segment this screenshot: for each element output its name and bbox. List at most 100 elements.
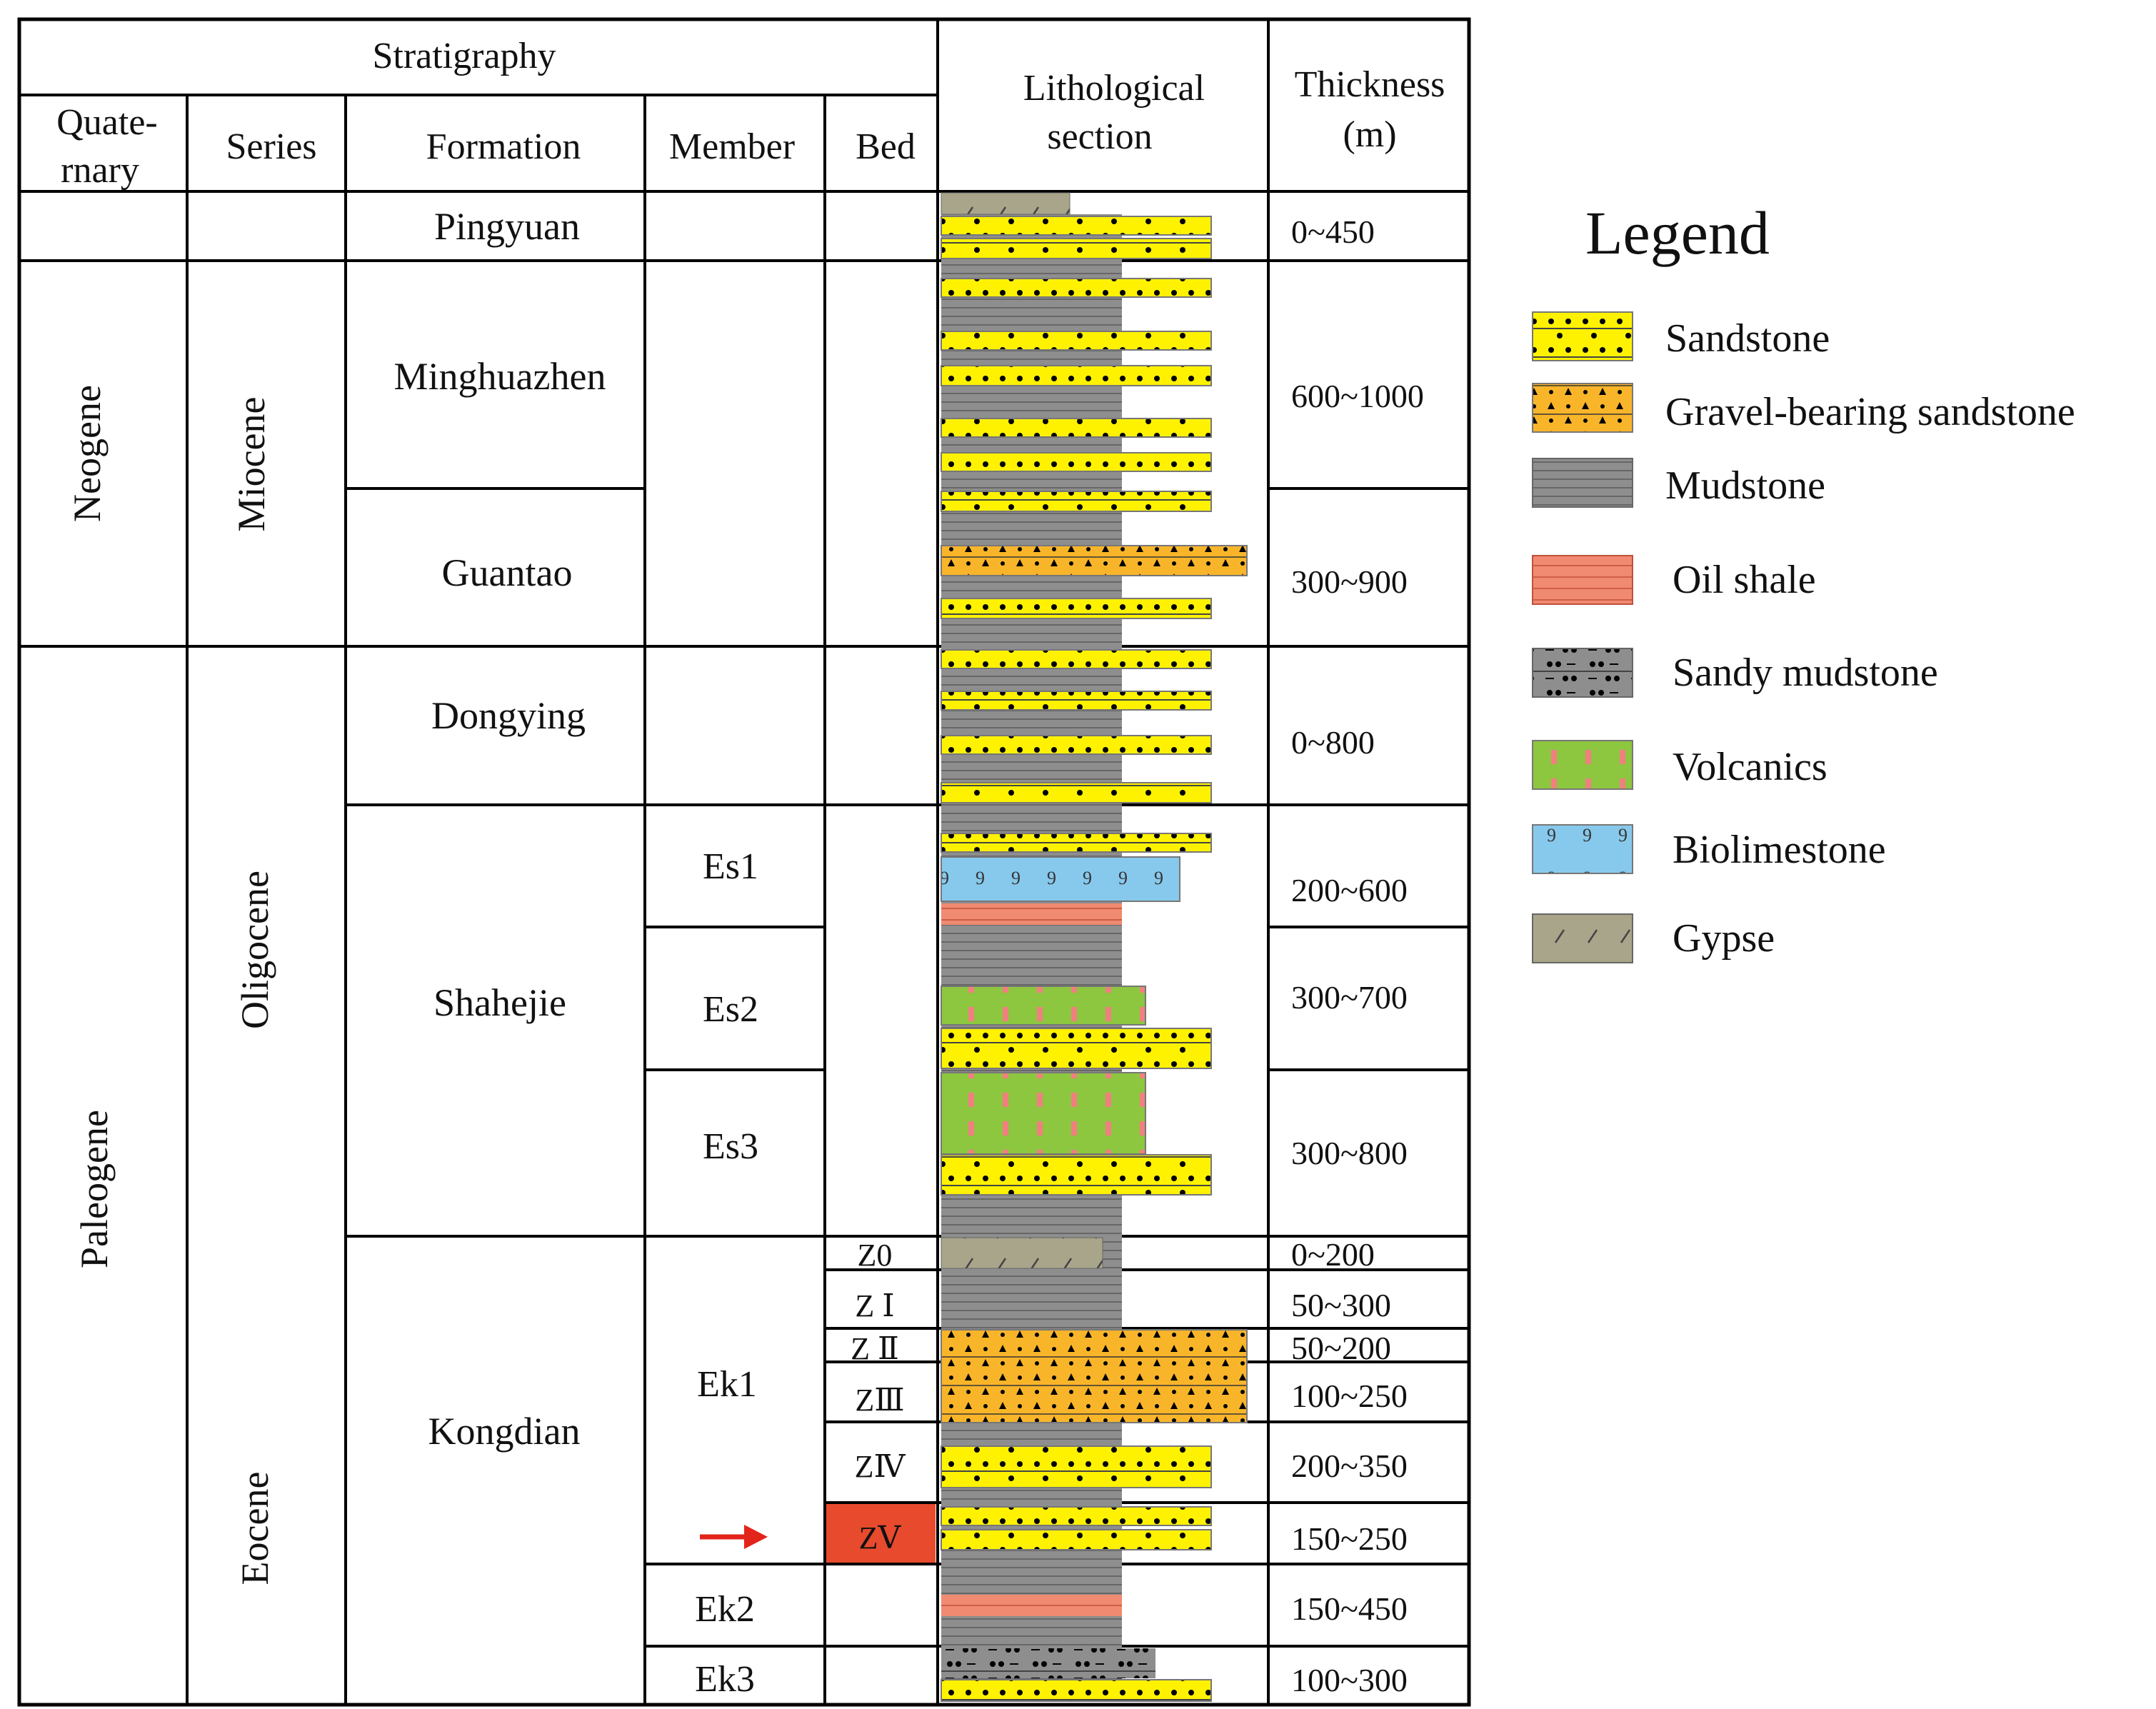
bed-z5: ZⅤ: [859, 1520, 902, 1555]
member-es1: Es1: [703, 846, 758, 887]
layer-sandstone: [941, 1028, 1212, 1069]
lithological-column: [941, 192, 1248, 1702]
thickness-guantao: 300~900: [1291, 563, 1408, 600]
header-quaternary-1: Quate-: [56, 102, 157, 143]
layer-sandstone: [941, 418, 1212, 438]
legend-title: Legend: [1585, 199, 1770, 267]
layer-gypse: [941, 1237, 1103, 1269]
header-series: Series: [226, 126, 316, 167]
legend-label-mudstone: Mudstone: [1665, 463, 1825, 508]
header-bed: Bed: [856, 126, 916, 167]
layer-biolimestone: [941, 856, 1180, 902]
thickness-dongying: 0~800: [1291, 724, 1375, 761]
table-grid: [17, 17, 1471, 1707]
series-miocene: Miocene: [230, 397, 273, 532]
layer-volcanics: [941, 986, 1146, 1026]
thickness-pingyuan: 0~450: [1291, 214, 1375, 250]
legend-swatch-biolimestone: [1532, 824, 1633, 874]
bed-z2: Z Ⅱ: [851, 1331, 899, 1366]
thickness-minghuazhen: 600~1000: [1291, 378, 1424, 414]
formation-pingyuan: Pingyuan: [434, 205, 580, 248]
layer-sandstone: [941, 278, 1212, 298]
layer-sandstone: [941, 1506, 1212, 1526]
header-litho-1: Lithological: [1023, 68, 1205, 109]
legend-swatch-gravel: [1532, 383, 1633, 433]
layer-sandstone: [941, 1529, 1212, 1550]
thickness-es1: 200~600: [1291, 872, 1408, 908]
layer-oil-shale: [941, 1595, 1122, 1616]
header-litho-2: section: [1047, 116, 1152, 157]
formation-guantao: Guantao: [442, 551, 573, 594]
thickness-es2: 300~700: [1291, 979, 1408, 1016]
layer-sandy-mudstone: [941, 1648, 1155, 1678]
layer-sandstone: [941, 598, 1212, 619]
thickness-z4: 200~350: [1291, 1448, 1408, 1484]
layer-gypse-top: [941, 192, 1071, 215]
layer-sandstone: [941, 735, 1212, 755]
legend-label-gravel: Gravel-bearing sandstone: [1665, 390, 2075, 434]
highlighted-bed-z5: [826, 1503, 936, 1563]
layer-sandstone: [941, 365, 1212, 386]
legend-label-oil-shale: Oil shale: [1673, 558, 1816, 602]
legend-swatch-sandstone: [1532, 311, 1633, 361]
legend-label-gypse: Gypse: [1673, 916, 1775, 961]
legend-swatch-sandy-mudstone: [1532, 648, 1633, 698]
legend: Legend Sandstone Gravel-bearing sandston…: [1532, 199, 2075, 963]
layer-gravel-sandstone: [941, 1329, 1248, 1423]
thickness-z3: 100~250: [1291, 1378, 1408, 1414]
thickness-ek2: 150~450: [1291, 1590, 1408, 1627]
bed-z4: ZⅣ: [855, 1449, 906, 1484]
layer-sandstone: [941, 1679, 1212, 1702]
header-member: Member: [669, 126, 795, 167]
layer-oil-shale: [941, 903, 1122, 925]
layer-sandstone: [941, 1445, 1212, 1488]
layer-sandstone: [941, 331, 1212, 351]
thickness-z5: 150~250: [1291, 1520, 1408, 1557]
legend-label-volcanics: Volcanics: [1673, 745, 1827, 789]
formation-kongdian: Kongdian: [428, 1410, 581, 1453]
member-ek1: Ek1: [697, 1364, 757, 1405]
header-quaternary-2: rnary: [61, 150, 139, 191]
layer-volcanics: [941, 1072, 1146, 1155]
member-es3: Es3: [703, 1126, 758, 1167]
thickness-z0: 0~200: [1291, 1236, 1375, 1273]
layer-sandstone: [941, 216, 1212, 236]
formation-shahejie: Shahejie: [433, 981, 566, 1024]
layer-sandstone: [941, 782, 1212, 803]
layer-sandstone: [941, 238, 1212, 259]
layer-sandstone: [941, 649, 1212, 669]
layer-sandstone: [941, 833, 1212, 853]
member-ek3: Ek3: [695, 1659, 755, 1700]
formation-dongying: Dongying: [431, 694, 586, 737]
series-oligocene: Oligocene: [234, 871, 276, 1029]
right-arrow-icon: [700, 1525, 768, 1549]
bed-z0: Z0: [858, 1238, 893, 1273]
layer-sandstone: [941, 691, 1212, 711]
formation-minghuazhen: Minghuazhen: [394, 355, 606, 398]
thickness-es3: 300~800: [1291, 1135, 1408, 1171]
thickness-z1: 50~300: [1291, 1287, 1391, 1323]
legend-swatch-gypse: [1532, 913, 1633, 963]
bed-z3: ZⅢ: [855, 1383, 904, 1418]
legend-swatch-mudstone: [1532, 458, 1633, 508]
thickness-z2: 50~200: [1291, 1330, 1391, 1366]
legend-label-sandstone: Sandstone: [1665, 316, 1830, 361]
legend-label-sandy-mudstone: Sandy mudstone: [1673, 651, 1938, 695]
system-paleogene: Paleogene: [73, 1110, 116, 1268]
header-stratigraphy: Stratigraphy: [372, 36, 556, 76]
header-thickness-1: Thickness: [1295, 64, 1445, 105]
legend-swatch-volcanics: [1532, 740, 1633, 790]
layer-sandstone: [941, 1154, 1212, 1196]
header-thickness-2: (m): [1343, 114, 1396, 155]
member-ek2: Ek2: [695, 1589, 755, 1630]
layer-gravel-sandstone: [941, 545, 1248, 576]
bed-z1: Z Ⅰ: [855, 1288, 894, 1323]
series-eocene: Eocene: [234, 1472, 276, 1585]
legend-swatch-oil-shale: [1532, 555, 1633, 605]
legend-label-biolimestone: Biolimestone: [1673, 828, 1886, 872]
member-es2: Es2: [703, 989, 758, 1030]
header-formation: Formation: [426, 126, 581, 167]
layer-sandstone: [941, 452, 1212, 472]
thickness-ek3: 100~300: [1291, 1662, 1408, 1698]
